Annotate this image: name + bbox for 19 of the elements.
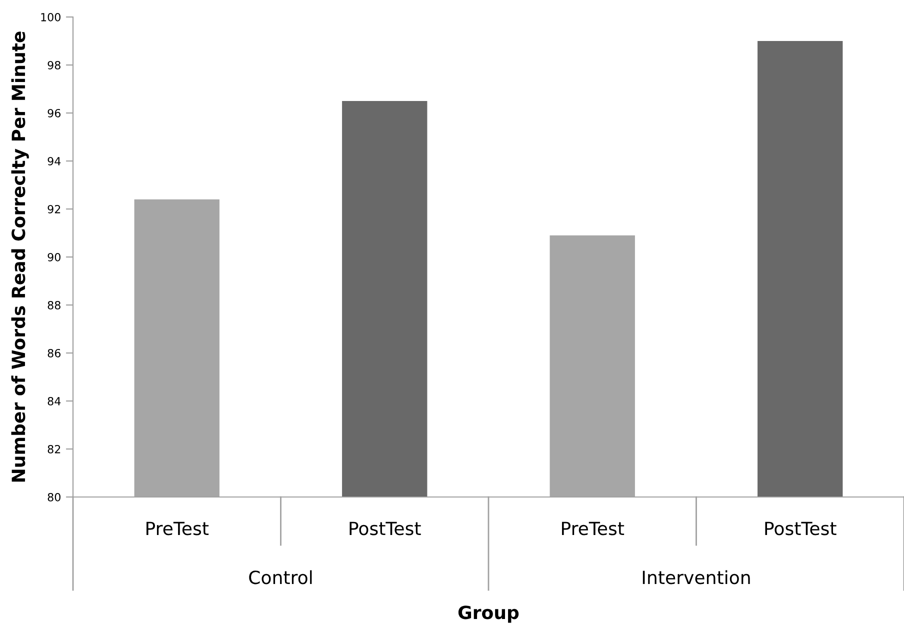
- x-tick-label: PostTest: [765, 522, 836, 536]
- y-tick-label: 96: [48, 108, 60, 118]
- y-tick-label: 98: [48, 60, 60, 70]
- y-tick-label: 88: [48, 300, 60, 310]
- y-tick-label: 100: [41, 12, 60, 22]
- y-tick-label: 94: [48, 156, 61, 166]
- y-tick-label: 84: [48, 396, 61, 406]
- y-tick-label: 92: [48, 204, 60, 214]
- y-tick-label: 90: [48, 252, 60, 262]
- y-tick-label: 80: [48, 492, 60, 502]
- y-tick-label: 86: [48, 348, 60, 358]
- y-axis-title: Number of Words Read Correclty Per Minute: [11, 32, 29, 482]
- text: Intervention: [642, 570, 750, 584]
- x-axis-title: Group: [458, 606, 519, 623]
- text: Control: [249, 570, 312, 584]
- x-tick-label: PreTest: [146, 522, 209, 536]
- x-tick-label: PreTest: [562, 522, 624, 536]
- y-tick-label: 82: [48, 444, 60, 454]
- x-tick-label: PostTest: [350, 522, 421, 536]
